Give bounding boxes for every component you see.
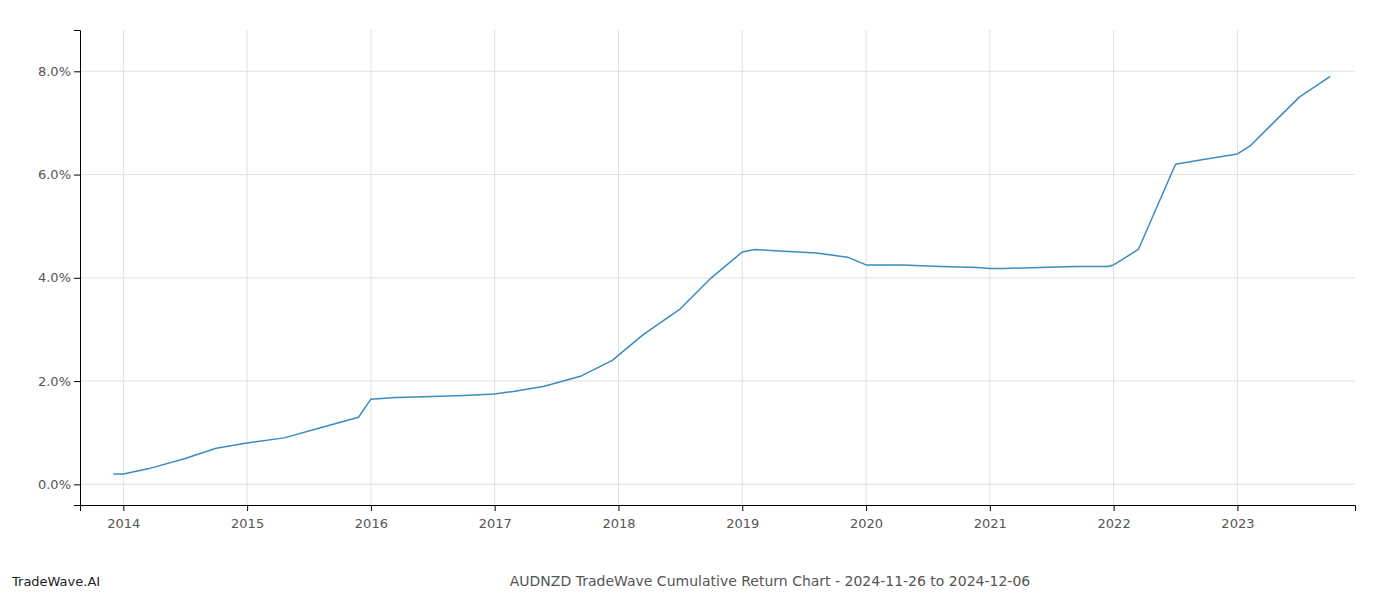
x-tick: 2014: [107, 505, 140, 531]
y-tick: 2.0%: [38, 374, 80, 389]
x-tick-label: 2019: [726, 516, 759, 531]
x-tick-mark: [990, 505, 991, 511]
x-tick-mark: [495, 505, 496, 511]
x-grid-line: [742, 30, 743, 505]
y-tick-mark: [74, 71, 80, 72]
x-tick-label: 2022: [1098, 516, 1131, 531]
y-grid-line: [80, 381, 1355, 382]
grid: [80, 30, 1355, 505]
y-grid-line: [80, 484, 1355, 485]
y-tick-label: 2.0%: [38, 374, 71, 389]
x-grid-line: [1237, 30, 1238, 505]
x-tick: 2021: [974, 505, 1007, 531]
footer-annotation: TradeWave.AI: [11, 574, 100, 589]
y-grid-line: [80, 71, 1355, 72]
y-tick: 8.0%: [38, 64, 80, 79]
x-tick-mark: [1114, 505, 1115, 511]
x-tick-label: 2018: [602, 516, 635, 531]
x-grid-line: [866, 30, 867, 505]
line: [113, 76, 1330, 474]
y-tick: 0.0%: [38, 477, 80, 492]
y-tick-mark: [74, 175, 80, 176]
marks: [113, 76, 1330, 474]
x-tick: 2018: [602, 505, 635, 531]
x-grid-line: [989, 30, 990, 505]
x-tick: 2015: [231, 505, 264, 531]
y-tick: 4.0%: [38, 270, 80, 285]
x-tick-mark: [247, 505, 248, 511]
x-tick-label: 2021: [974, 516, 1007, 531]
x-tick-mark: [618, 505, 619, 511]
y-axis-line: [74, 31, 81, 506]
chart-svg: 2014 2015 2016 2017 2018 2019 2020 2021 2022 2023…: [0, 0, 1400, 600]
x-grid-line: [618, 30, 619, 505]
x-tick: 2020: [850, 505, 883, 531]
y-grid-line: [80, 174, 1355, 175]
x-tick-label: 2016: [355, 516, 388, 531]
x-tick: 2022: [1098, 505, 1131, 531]
x-grid-line: [370, 30, 371, 505]
y-tick-mark: [74, 381, 80, 382]
x-tick-label: 2015: [231, 516, 264, 531]
y-tick-label: 6.0%: [38, 167, 71, 182]
y-tick: 6.0%: [38, 167, 80, 182]
x-tick-label: 2023: [1221, 516, 1254, 531]
x-tick: 2019: [726, 505, 759, 531]
title: AUDNZD TradeWave Cumulative Return Chart…: [510, 573, 1031, 589]
x-grid-line: [494, 30, 495, 505]
y-tick-mark: [74, 278, 80, 279]
x-tick: 2017: [479, 505, 512, 531]
plot-area: 2014 2015 2016 2017 2018 2019 2020 2021 2022 2023…: [38, 30, 1356, 531]
x-grid-line: [1113, 30, 1114, 505]
x-tick-label: 2014: [107, 516, 140, 531]
x-axis-line: [81, 506, 1356, 512]
x-tick: 2016: [355, 505, 388, 531]
chart-container: 2014 2015 2016 2017 2018 2019 2020 2021 2022 2023…: [0, 0, 1400, 600]
x-tick-label: 2020: [850, 516, 883, 531]
x-tick-mark: [866, 505, 867, 511]
y-tick-label: 4.0%: [38, 270, 71, 285]
x-tick-mark: [371, 505, 372, 511]
x-tick-label: 2017: [479, 516, 512, 531]
y-axis: 0.0% 2.0% 4.0% 6.0% 8.0%: [38, 31, 81, 506]
x-axis: 2014 2015 2016 2017 2018 2019 2020 2021 2022 2023: [81, 505, 1356, 531]
y-tick-label: 8.0%: [38, 64, 71, 79]
y-grid-line: [80, 277, 1355, 278]
x-tick-mark: [742, 505, 743, 511]
x-tick: 2023: [1221, 505, 1254, 531]
x-grid-line: [123, 30, 124, 505]
x-tick-mark: [1237, 505, 1238, 511]
y-tick-mark: [74, 484, 80, 485]
x-grid-line: [247, 30, 248, 505]
y-tick-label: 0.0%: [38, 477, 71, 492]
x-tick-mark: [123, 505, 124, 511]
